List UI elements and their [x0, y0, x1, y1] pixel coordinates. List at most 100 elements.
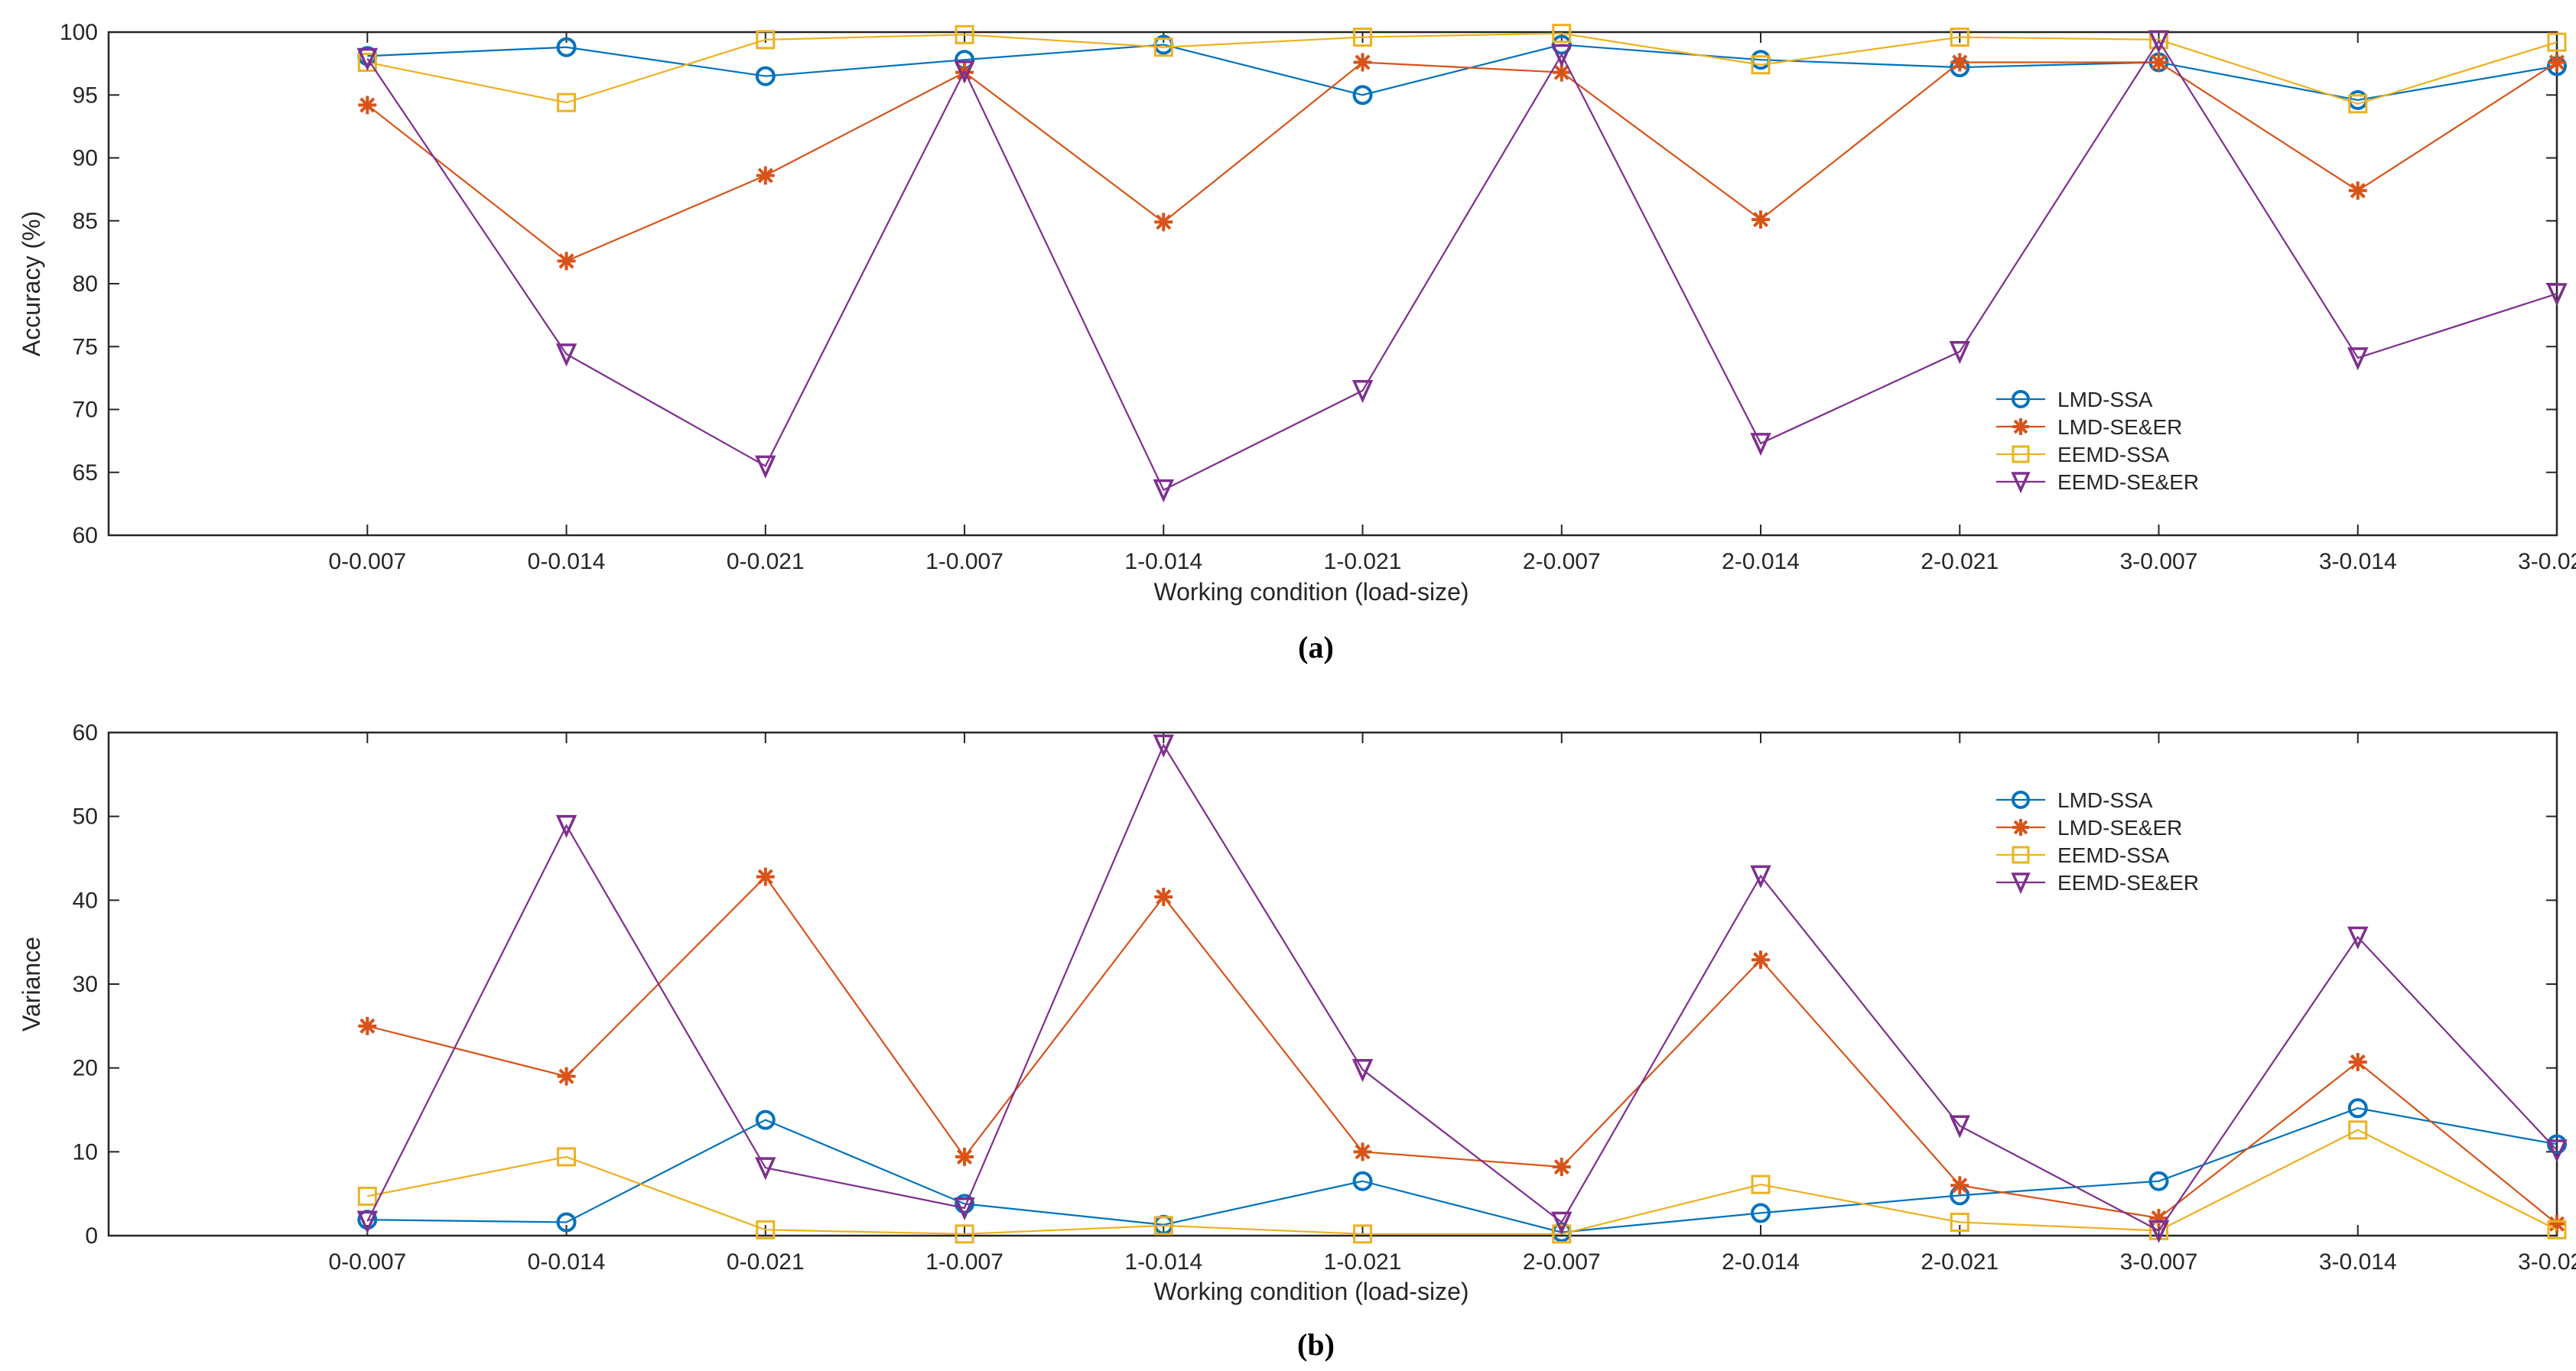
series-eemd-ssa [357, 24, 2567, 114]
data-point [556, 37, 577, 57]
data-point [356, 1210, 379, 1234]
x-tick-label: 1-0.014 [1124, 1249, 1202, 1275]
data-point [557, 252, 576, 271]
data-point [1751, 55, 1771, 75]
legend-marker [2012, 445, 2030, 463]
series-line [366, 39, 2558, 492]
x-tick-label: 3-0.021 [2518, 1249, 2576, 1275]
legend-item: LMD-SE&ER [1996, 415, 2182, 439]
data-point [557, 1147, 577, 1167]
x-axis: 0-0.007 0-0.014 0-0.021 1-0.007 1-0.014 1-0.0… [328, 32, 2576, 574]
data-point [756, 30, 776, 50]
data-point [2547, 1220, 2567, 1239]
y-axis: 60 65 70 75 80 85 90 95 100 [60, 20, 2557, 548]
x-tick-label: 0-0.007 [328, 549, 406, 574]
x-tick-label: 0-0.007 [328, 1249, 406, 1275]
data-point [1153, 734, 1175, 758]
legend-marker [2012, 791, 2030, 809]
y-tick-label: 60 [73, 523, 98, 548]
x-tick-label: 2-0.014 [1722, 549, 1800, 574]
y-tick-label: 40 [73, 888, 98, 913]
data-point [2347, 347, 2369, 371]
legend-item: LMD-SE&ER [1996, 816, 2182, 840]
data-point [555, 814, 577, 839]
data-point [1153, 1216, 1173, 1236]
data-point [1552, 1158, 1571, 1177]
x-tick-label: 3-0.021 [2518, 549, 2576, 574]
legend-label: LMD-SSA [2057, 388, 2153, 411]
accuracy-chart: 60 65 70 75 80 85 90 95 100 0-0.007 0-0.014 0-0.02… [18, 20, 2576, 664]
data-point [356, 47, 379, 71]
data-point [1950, 28, 1969, 47]
legend-marker [2012, 390, 2030, 408]
data-point [2547, 32, 2567, 52]
data-point [1351, 1059, 1374, 1083]
plot-area [107, 731, 2558, 1237]
x-tick-label: 1-0.021 [1324, 549, 1402, 574]
y-tick-label: 70 [73, 398, 98, 423]
data-point [755, 455, 776, 479]
data-point [556, 1212, 577, 1233]
y-tick-label: 75 [73, 334, 98, 359]
data-point [1154, 213, 1173, 232]
x-tick-label: 1-0.021 [1324, 1249, 1402, 1275]
data-point [1751, 210, 1771, 229]
series-line [367, 44, 2558, 101]
x-tick-label: 2-0.021 [1921, 1249, 1999, 1275]
x-tick-label: 1-0.007 [925, 549, 1003, 574]
legend-marker [2012, 418, 2029, 435]
legend-marker [2011, 472, 2031, 494]
data-point [955, 1194, 975, 1214]
x-tick-label: 3-0.007 [2120, 1249, 2198, 1275]
data-point [1950, 53, 1969, 72]
data-point [1153, 479, 1175, 503]
data-point [2348, 181, 2367, 200]
x-tick-label: 0-0.021 [727, 549, 805, 574]
x-tick-label: 2-0.014 [1722, 1249, 1800, 1275]
data-point [1352, 1171, 1373, 1191]
data-point [358, 96, 377, 115]
data-point [2347, 926, 2369, 950]
data-point [358, 1016, 377, 1035]
y-tick-label: 50 [73, 804, 98, 830]
data-point [557, 1067, 576, 1086]
data-point [1353, 1224, 1373, 1244]
plot-area [107, 31, 2558, 537]
panel-label: (a) [1298, 630, 1334, 664]
legend-marker [2012, 846, 2030, 864]
x-tick-label: 2-0.021 [1921, 549, 1999, 574]
series-layer [356, 734, 2568, 1244]
y-axis-title: Variance [18, 937, 45, 1031]
y-tick-label: 60 [73, 720, 98, 746]
y-tick-label: 90 [73, 146, 98, 171]
legend-item: EEMD-SE&ER [1996, 871, 2199, 895]
y-tick-label: 95 [73, 83, 98, 108]
series-layer [356, 24, 2568, 503]
data-point [755, 1157, 776, 1181]
legend-label: EEMD-SSA [2057, 443, 2170, 466]
data-point [954, 60, 975, 84]
y-tick-label: 10 [73, 1139, 98, 1165]
data-point [1353, 53, 1372, 72]
series-line [366, 743, 2558, 1232]
data-point [1353, 28, 1373, 47]
data-point [1551, 44, 1573, 67]
x-tick-label: 0-0.014 [528, 549, 606, 574]
legend-item: EEMD-SSA [1996, 443, 2170, 466]
data-point [1950, 1176, 1969, 1195]
legend-label: EEMD-SE&ER [2057, 470, 2199, 494]
y-tick-label: 85 [73, 209, 98, 234]
series-line [367, 875, 2558, 1225]
legend-item: LMD-SSA [1996, 788, 2153, 812]
data-point [756, 166, 775, 185]
data-point [1351, 379, 1374, 404]
y-tick-label: 20 [73, 1056, 98, 1081]
data-point [1751, 950, 1771, 970]
data-point [1949, 1115, 1970, 1139]
data-point [756, 867, 775, 886]
data-point [1750, 433, 1771, 456]
series-line [367, 1129, 2558, 1235]
data-point [1552, 63, 1571, 82]
data-point [2348, 94, 2368, 114]
